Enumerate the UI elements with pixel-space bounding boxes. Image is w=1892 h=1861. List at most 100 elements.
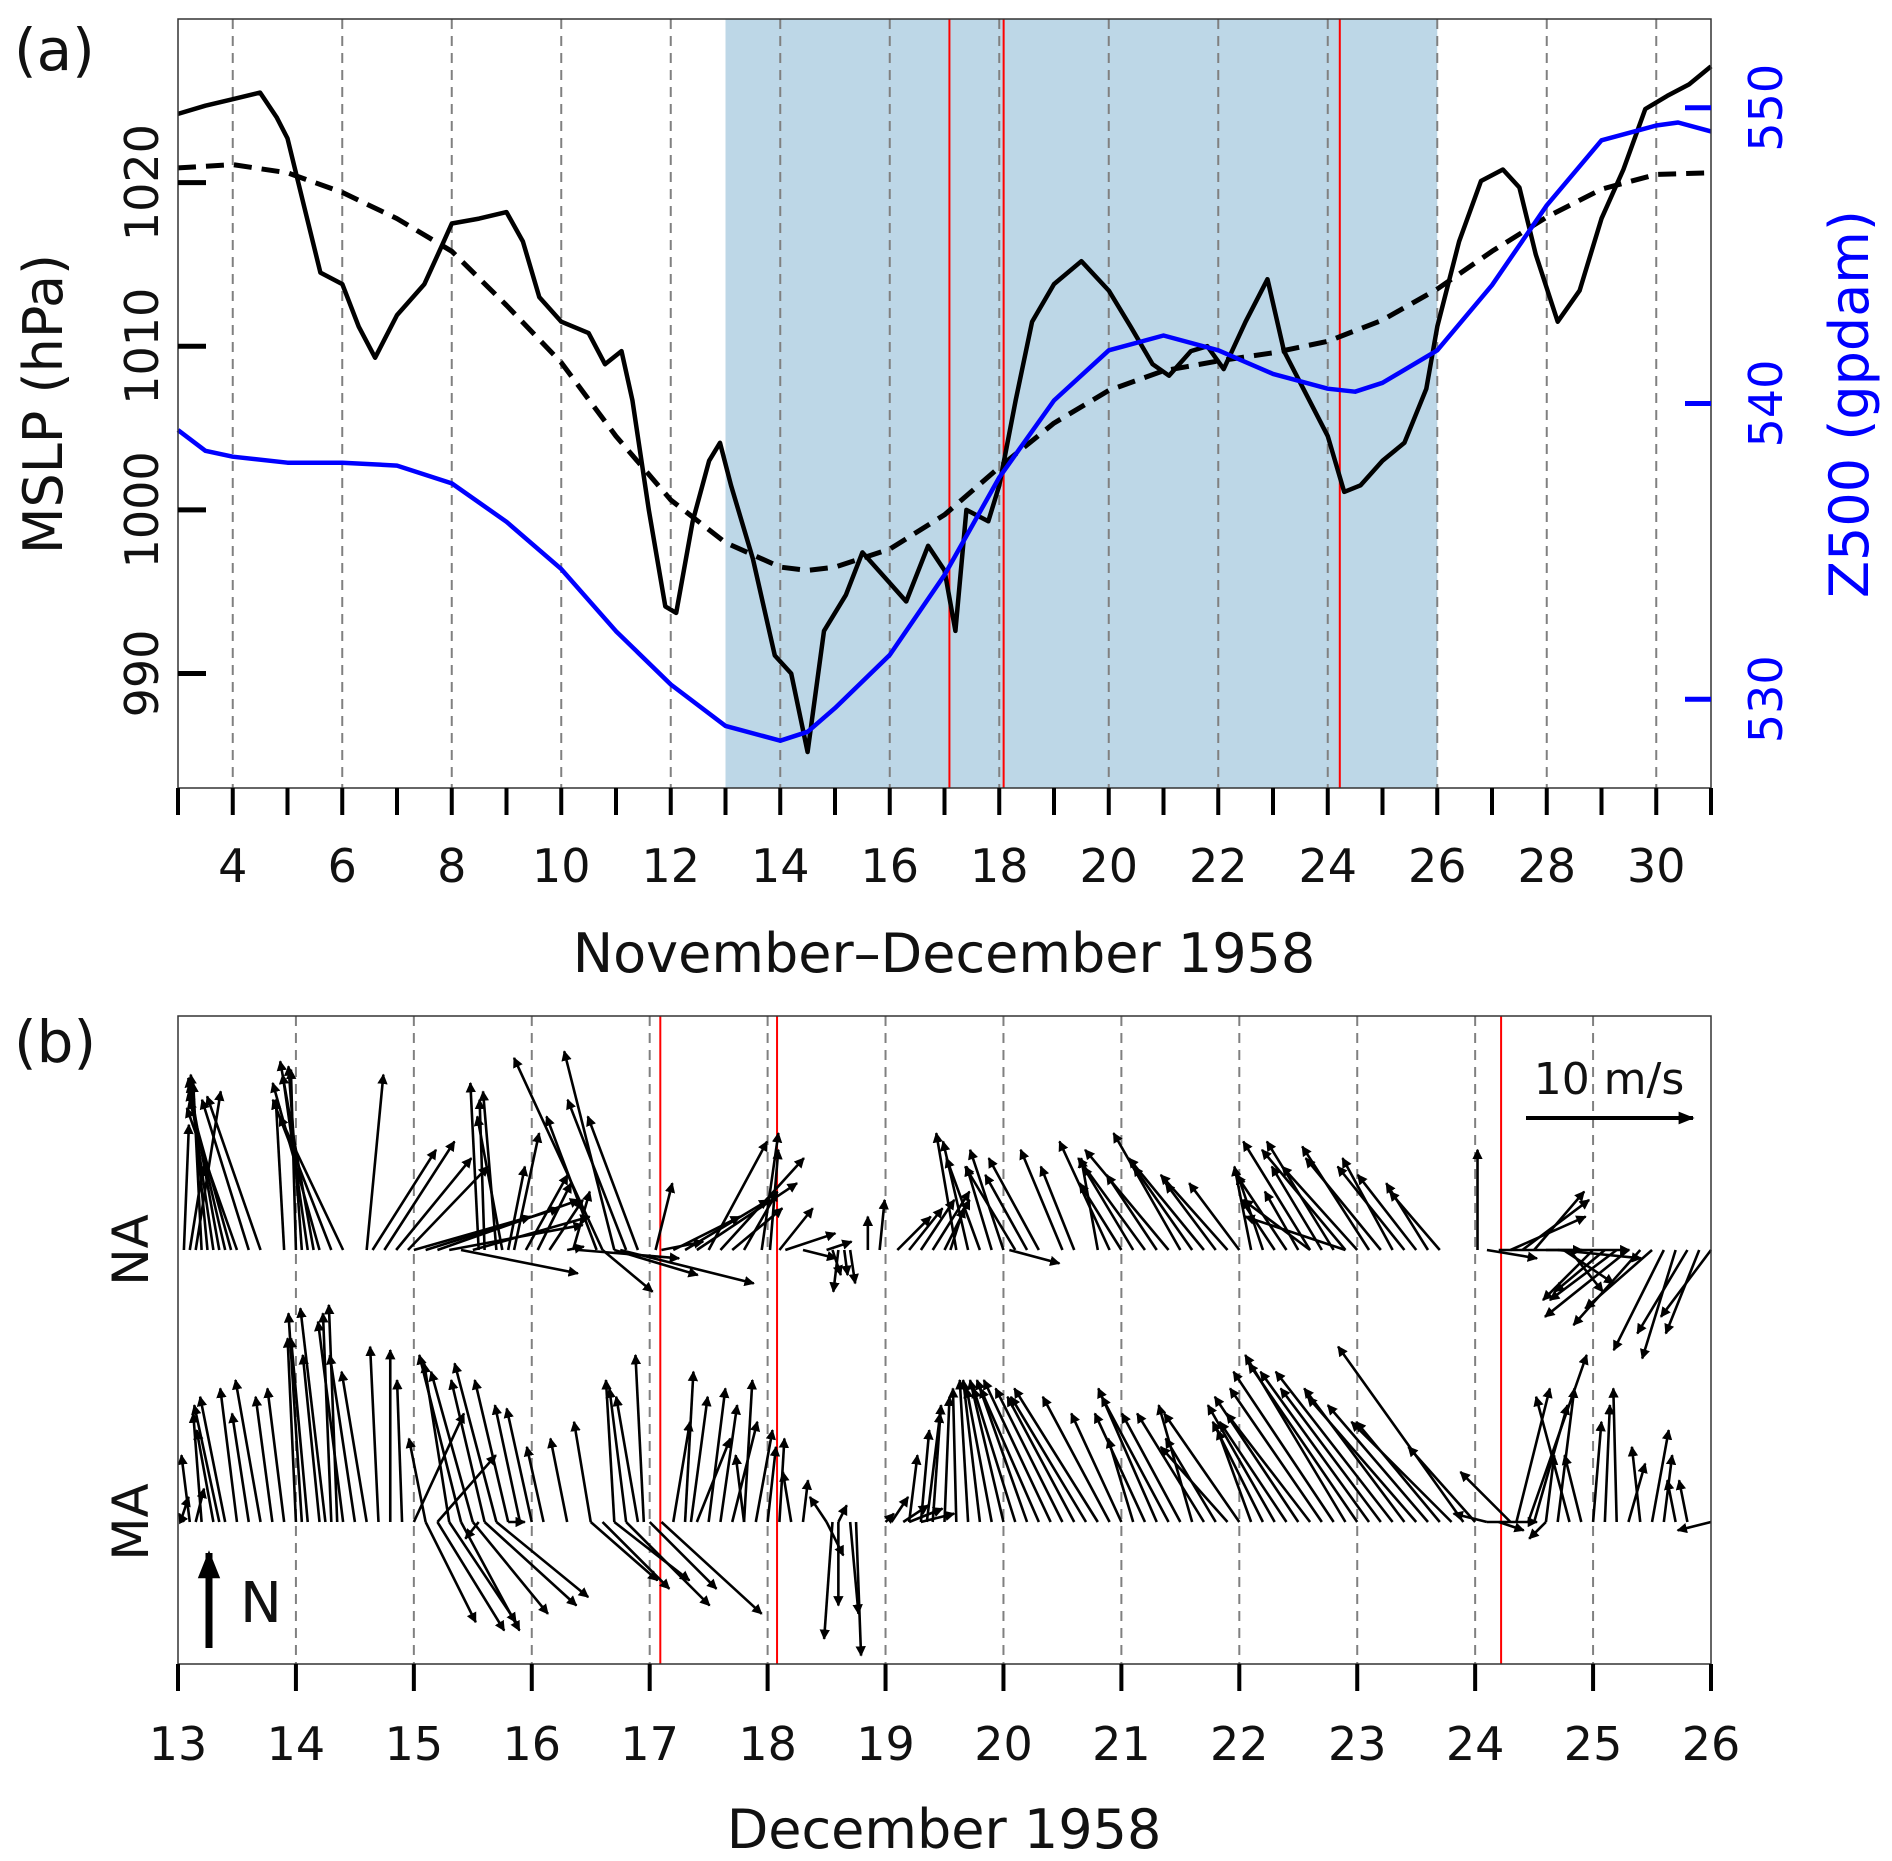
wind-arrow-na (1584, 1249, 1653, 1310)
wind-arrow-ma (1163, 1412, 1241, 1523)
wind-arrow-ma (625, 1521, 711, 1607)
wind-arrow-na (465, 1081, 481, 1251)
wind-arrow-na (205, 1095, 262, 1251)
wind-arrow-na (199, 1098, 250, 1251)
wind-arrow-na (1533, 1190, 1586, 1251)
panel-b-label: (b) (14, 1008, 96, 1076)
wind-arrow-na (1263, 1190, 1300, 1251)
wind-arrow-na (696, 1182, 798, 1252)
x-tick-label: 4 (218, 839, 247, 893)
wind-arrow-na (524, 1173, 569, 1251)
wind-arrow-na (1486, 1248, 1539, 1262)
wind-arrow-ma (1218, 1420, 1288, 1523)
wind-arrow-ma (1211, 1420, 1265, 1523)
wind-arrow-ma (547, 1437, 569, 1523)
wind-arrow-na (473, 1115, 504, 1251)
wind-arrow-ma (1041, 1395, 1111, 1523)
wind-arrow-ma (228, 1412, 251, 1523)
wind-arrow-na (1572, 1249, 1642, 1327)
wind-arrow-ma (1532, 1404, 1570, 1523)
wind-arrow-ma (1326, 1404, 1429, 1523)
wind-arrow-na (536, 1182, 573, 1251)
panel-a: 4 6 8 10 12 14 16 18 20 22 24 26 28 30 990 1000 1010 1020… (115, 18, 1793, 893)
wind-arrow-ma (1232, 1370, 1335, 1523)
x-tick-label: 14 (751, 839, 810, 893)
wind-arrow-na (1242, 1198, 1311, 1252)
wind-arrow-na (1612, 1249, 1665, 1352)
wind-arrow-na (1260, 1148, 1347, 1251)
wind-arrow-ma (630, 1353, 646, 1523)
wind-arrow-na (586, 1115, 640, 1251)
wind-arrow-na (185, 1107, 239, 1251)
wind-arrow-ma (902, 1504, 930, 1524)
y-tick-label-right: 530 (1739, 655, 1793, 743)
y-tick-label-right: 540 (1739, 360, 1793, 448)
wind-arrow-na (365, 1073, 388, 1251)
wind-arrow-na (506, 1165, 529, 1251)
wind-arrow-ma (907, 1454, 922, 1523)
wind-arrow-na (1336, 1165, 1406, 1251)
wind-arrow-ma (1279, 1387, 1382, 1523)
mslp-smooth-line (177, 162, 1712, 573)
wind-arrow-ma (523, 1445, 545, 1523)
wind-arrow-na (826, 1239, 853, 1252)
x-tick-label: 26 (1408, 839, 1467, 893)
wind-arrow-na (512, 1057, 604, 1251)
x-tick-label: 25 (1564, 1717, 1623, 1771)
row-label-na: NA (102, 1214, 160, 1286)
wind-arrow-ma (1603, 1404, 1615, 1523)
wind-arrow-na (848, 1249, 859, 1285)
wind-arrow-na (1388, 1190, 1441, 1251)
wind-arrow-na (1019, 1148, 1064, 1251)
wind-arrow-na (1664, 1249, 1701, 1335)
wind-arrow-ma (1247, 1362, 1359, 1523)
x-tick-label: 28 (1517, 839, 1576, 893)
wind-arrow-na (987, 1157, 1040, 1251)
wind-arrow-ma (883, 1512, 895, 1524)
wind-arrow-ma (1627, 1445, 1642, 1523)
wind-arrow-na (784, 1231, 837, 1252)
wind-arrow-na (1009, 1248, 1061, 1266)
wind-arrow-ma (459, 1521, 521, 1632)
wind-arrow-ma (671, 1420, 694, 1523)
wind-arrow-ma (1459, 1470, 1512, 1523)
wind-arrow-na (548, 1199, 584, 1251)
wind-arrow-na (1659, 1249, 1713, 1318)
wind-arrow-ma (1274, 1370, 1394, 1523)
mslp-line (177, 64, 1713, 755)
wind-arrow-ma (471, 1379, 510, 1523)
x-tick-label: 13 (149, 1717, 208, 1771)
wind-arrow-ma (979, 1387, 1041, 1523)
wind-arrow-ma (613, 1520, 691, 1582)
wind-arrow-ma (177, 1512, 189, 1525)
wind-arrow-ma (216, 1387, 239, 1523)
wind-arrow-ma (464, 1521, 480, 1540)
wind-arrow-ma (908, 1507, 944, 1524)
wind-arrow-ma (1515, 1387, 1553, 1523)
x-tick-label: 20 (1079, 839, 1138, 893)
wind-arrow-ma (318, 1312, 333, 1523)
wind-arrow-na (1188, 1182, 1241, 1251)
wind-arrow-ma (1009, 1395, 1088, 1523)
y-tick-label-right: 550 (1739, 64, 1793, 152)
x-tick-label: 12 (641, 839, 700, 893)
wind-arrow-ma (1013, 1387, 1099, 1523)
wind-arrow-ma (1498, 1520, 1525, 1533)
wind-arrow-ma (959, 1379, 982, 1523)
key-label: 10 m/s (1534, 1054, 1685, 1105)
x-tick-label: 21 (1092, 1717, 1151, 1771)
wind-arrow-ma (1225, 1412, 1312, 1523)
wind-arrow-na (1164, 1182, 1217, 1251)
x-tick-label: 26 (1682, 1717, 1741, 1771)
wind-arrow-ma (766, 1445, 781, 1523)
wind-arrow-ma (994, 1387, 1064, 1523)
wind-arrow-ma (338, 1370, 368, 1523)
x-tick-label: 18 (970, 839, 1029, 893)
wind-arrow-na (829, 1249, 840, 1293)
wind-arrow-ma (1561, 1454, 1583, 1523)
wind-arrow-na (1078, 1182, 1123, 1251)
wind-arrow-na (1553, 1249, 1606, 1293)
wind-arrow-ma (1337, 1345, 1465, 1523)
wind-arrow-na (944, 1157, 982, 1251)
x-axis-label-b: December 1958 (727, 1798, 1162, 1861)
